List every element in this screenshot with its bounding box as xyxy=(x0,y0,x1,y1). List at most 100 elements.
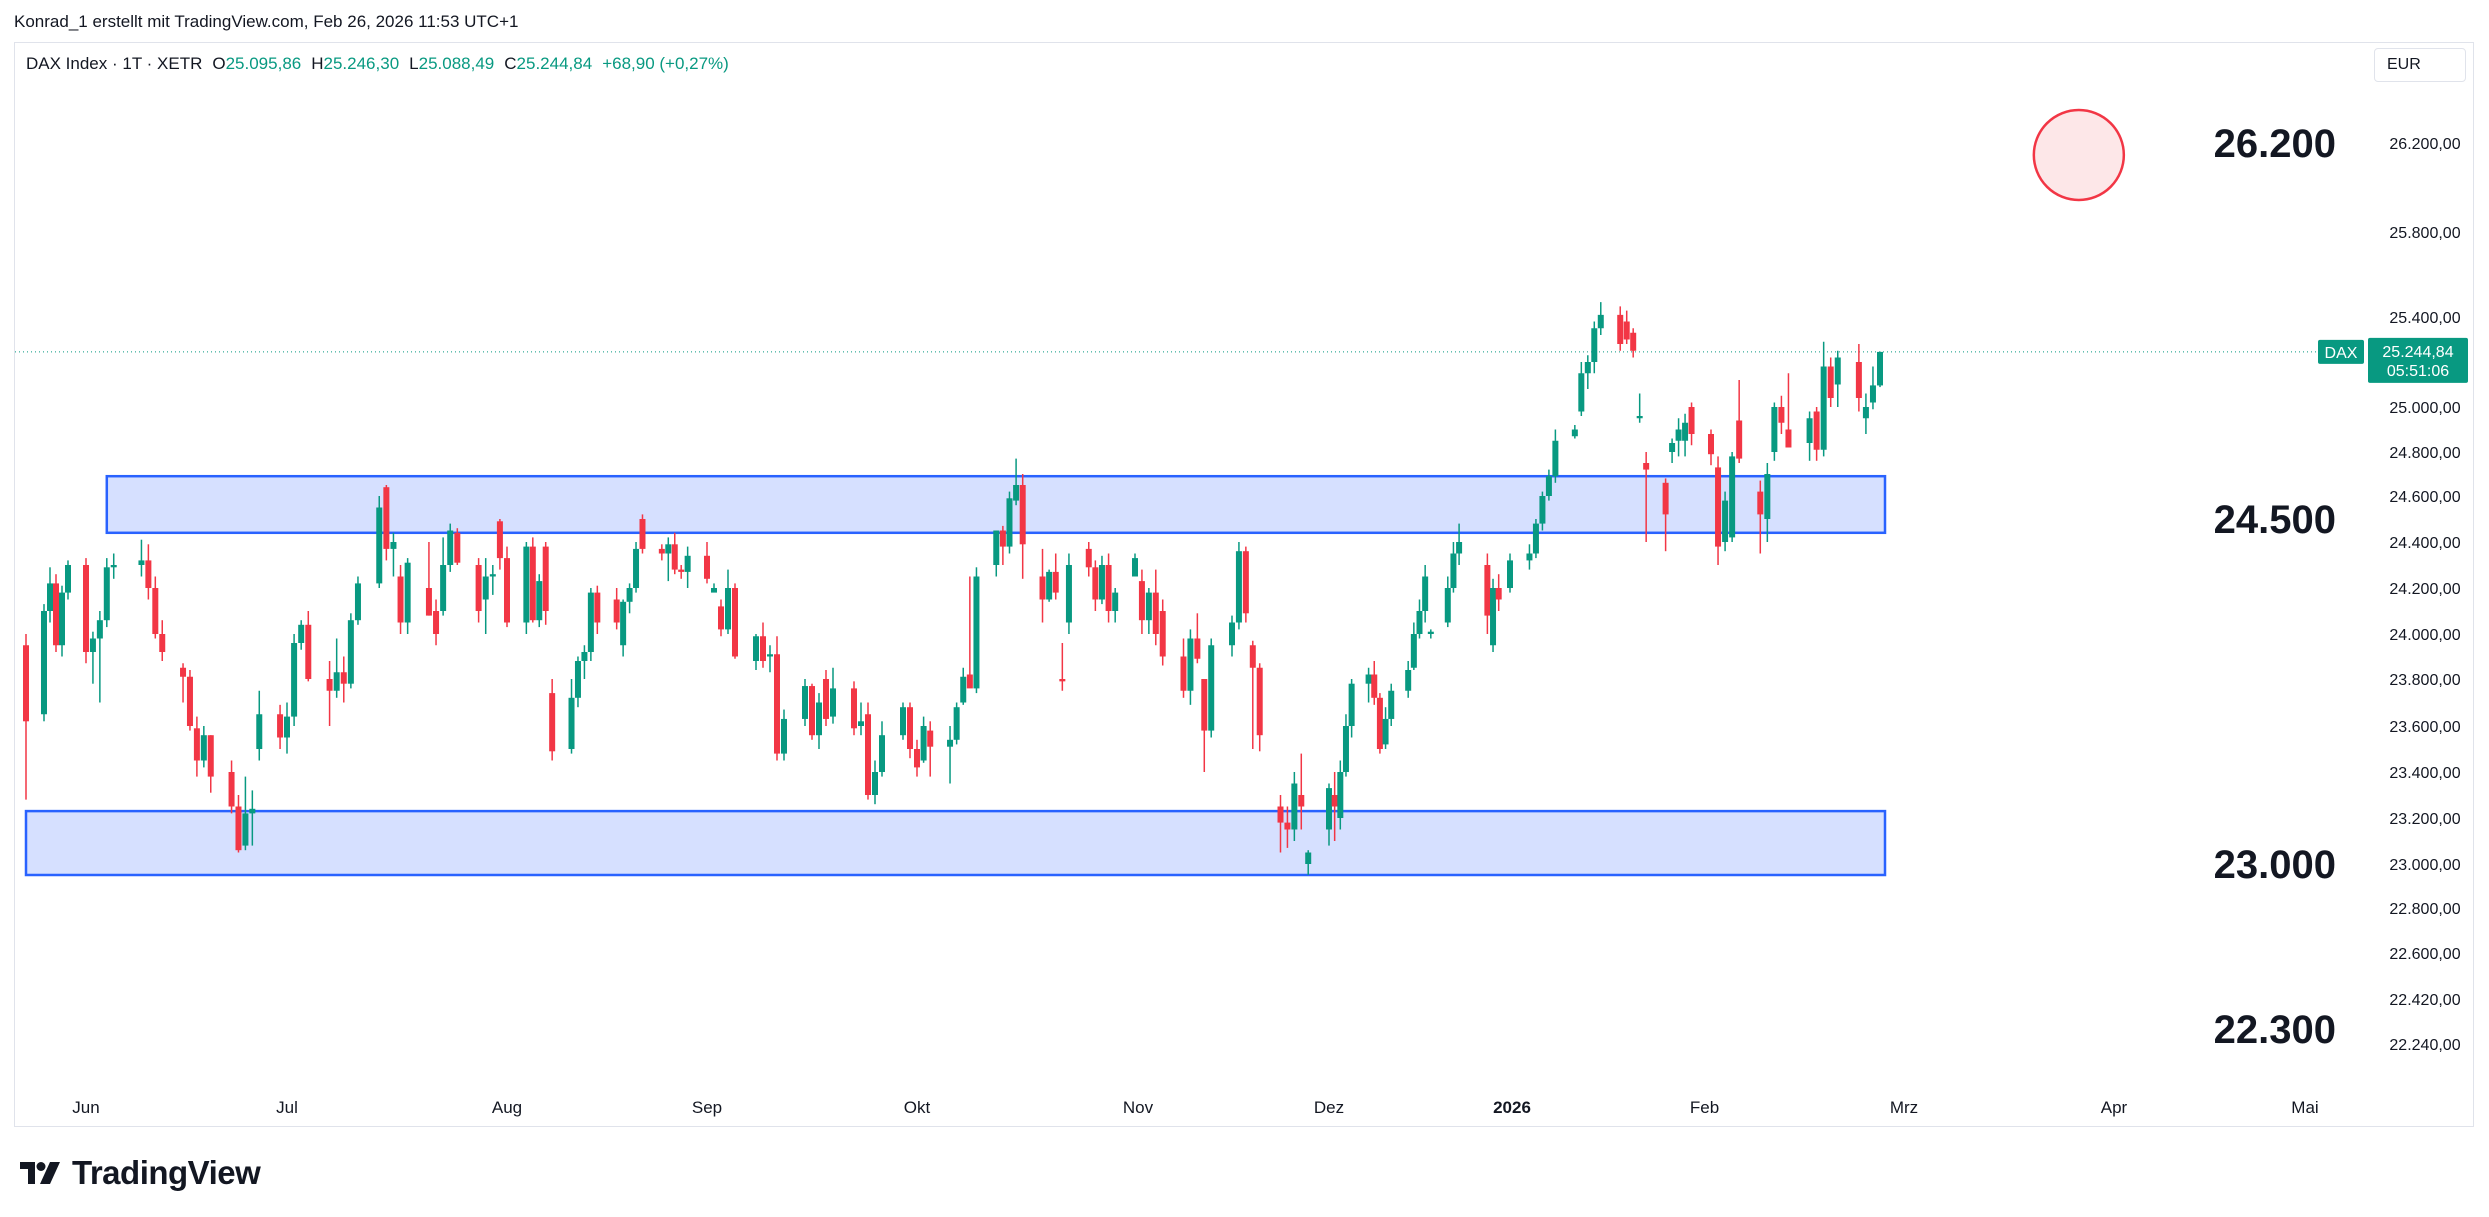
candle-up xyxy=(1552,429,1559,483)
candle-up xyxy=(1539,491,1546,531)
candle-body xyxy=(291,643,298,717)
candle-down xyxy=(851,681,857,736)
candle-body xyxy=(1643,463,1650,470)
candle-body xyxy=(1450,553,1457,588)
candle-body xyxy=(1242,551,1249,614)
chart-frame xyxy=(14,42,2474,1127)
candle-up xyxy=(753,634,759,670)
candle-body xyxy=(1715,467,1722,547)
candle-down xyxy=(1708,429,1714,466)
candle-body xyxy=(920,726,927,761)
y-tick-label: 22.240,00 xyxy=(2389,1037,2460,1054)
candle-body xyxy=(1578,373,1585,412)
candle-down xyxy=(1092,560,1099,611)
symbol-tag-bg xyxy=(2318,339,2364,364)
x-tick-label: Jun xyxy=(72,1098,99,1117)
candle-body xyxy=(425,588,432,616)
candle-body xyxy=(1229,622,1235,646)
candle-body xyxy=(404,562,411,623)
currency-selector[interactable]: EUR xyxy=(2374,48,2466,82)
candle-body xyxy=(110,565,117,568)
candle-body xyxy=(249,808,256,814)
candle-up xyxy=(830,667,836,724)
candle-down xyxy=(145,544,152,600)
candle-body xyxy=(1422,576,1429,611)
candle-body xyxy=(200,735,207,761)
candle-body xyxy=(1105,565,1112,611)
candle-down xyxy=(1484,553,1491,634)
candle-down xyxy=(1085,542,1092,577)
candle-down xyxy=(1194,613,1201,664)
candle-up xyxy=(1456,523,1463,565)
candle-body xyxy=(1526,553,1533,561)
candle-up xyxy=(390,532,397,577)
price-label-value: 25.244,84 xyxy=(2382,344,2453,361)
symbol-label[interactable]: DAX Index · 1T · XETR xyxy=(26,54,203,73)
candle-body xyxy=(1813,411,1820,450)
candle-body xyxy=(1427,631,1434,634)
candle-body xyxy=(914,749,920,768)
candle-body xyxy=(333,672,340,691)
candle-body xyxy=(1820,366,1827,450)
candle-up xyxy=(1235,542,1242,630)
candle-down xyxy=(1757,480,1764,554)
candle-body xyxy=(1834,357,1841,385)
candle-body xyxy=(1855,362,1862,398)
y-tick-label: 23.800,00 xyxy=(2389,672,2460,689)
candle-up xyxy=(1046,569,1053,602)
candle-body xyxy=(907,707,913,749)
candle-down xyxy=(83,558,89,664)
candle-body xyxy=(440,565,447,611)
candle-body xyxy=(1112,592,1119,611)
candle-down xyxy=(1331,772,1338,841)
candle-body xyxy=(927,730,934,747)
candle-body xyxy=(851,688,857,729)
candle-up xyxy=(665,537,672,582)
candle-body xyxy=(1584,362,1591,374)
candle-body xyxy=(1591,328,1598,362)
candle-down xyxy=(496,519,503,570)
candle-up xyxy=(1326,783,1332,846)
candle-body xyxy=(1284,822,1291,830)
candle-up xyxy=(523,542,530,634)
candle-down xyxy=(999,525,1006,565)
candle-up xyxy=(1187,629,1194,705)
candle-down xyxy=(326,661,333,726)
candle-down xyxy=(1662,478,1669,552)
candle-body xyxy=(542,546,549,611)
candle-body xyxy=(159,634,166,652)
candle-body xyxy=(1757,491,1764,515)
candle-up xyxy=(973,567,980,694)
candle-up xyxy=(920,716,927,763)
candle-up xyxy=(1388,683,1395,726)
candle-up xyxy=(110,553,117,579)
candle-body xyxy=(1484,565,1491,616)
candle-up xyxy=(1208,638,1215,738)
candle-body xyxy=(1708,434,1714,455)
candle-down xyxy=(809,683,815,740)
candle-body xyxy=(1862,407,1869,419)
candle-body xyxy=(1388,690,1395,719)
candle-down xyxy=(1019,474,1026,579)
candle-down xyxy=(1623,310,1630,344)
candle-body xyxy=(760,636,766,661)
candle-down xyxy=(425,542,432,616)
candle-body xyxy=(1337,772,1344,818)
candle-body xyxy=(1277,806,1284,823)
candle-down xyxy=(433,599,440,646)
candle-body xyxy=(145,560,152,588)
low-label: L xyxy=(409,54,419,73)
candle-body xyxy=(298,624,305,643)
symbol-tag-text: DAX xyxy=(2325,345,2358,362)
candle-up xyxy=(1410,622,1417,670)
candle-down xyxy=(613,588,620,630)
candle-up xyxy=(1490,578,1497,652)
candle-up xyxy=(1877,351,1883,388)
candle-down xyxy=(1617,306,1624,351)
tradingview-logo[interactable]: TradingView xyxy=(18,1154,261,1192)
candle-down xyxy=(704,542,710,584)
candle-down xyxy=(1256,663,1263,752)
open-label: O xyxy=(212,54,226,73)
candle-down xyxy=(397,565,404,634)
